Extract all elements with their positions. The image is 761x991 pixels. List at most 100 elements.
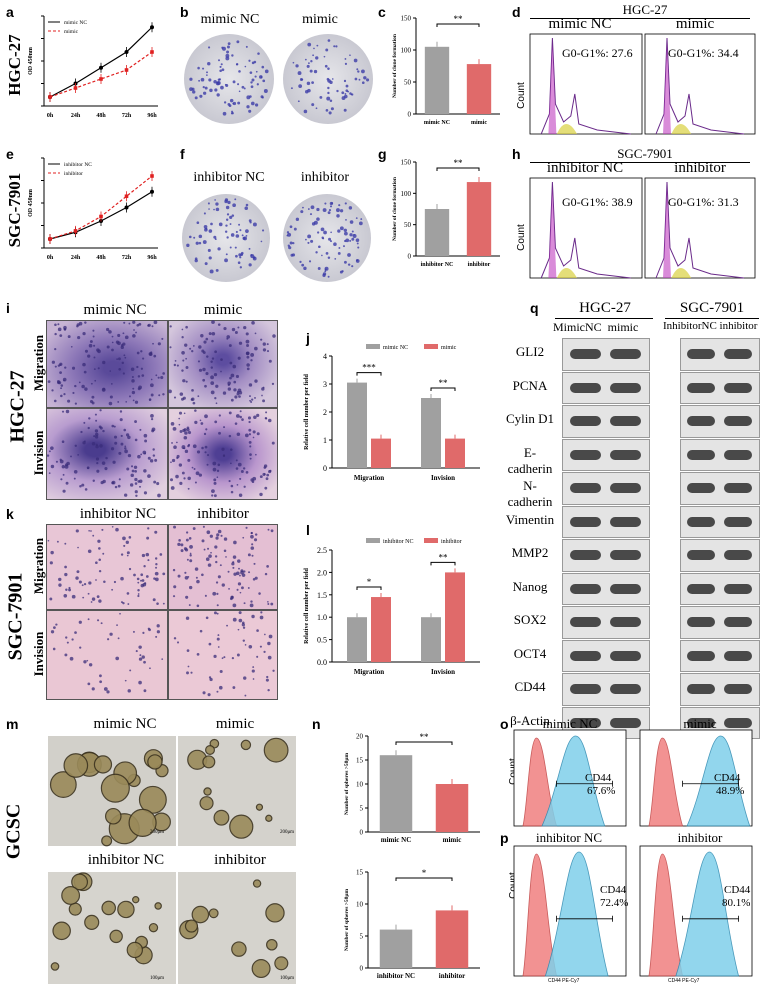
cell-dot: [124, 679, 127, 682]
cell-dot: [130, 465, 134, 468]
cell-dot: [215, 581, 219, 584]
cell-dot: [182, 359, 185, 362]
colony-dot: [224, 258, 228, 263]
cell-dot: [111, 424, 115, 428]
cell-dot: [122, 332, 125, 335]
colony-dot: [343, 108, 347, 112]
cell-dot: [98, 558, 101, 562]
cell-dot: [133, 329, 135, 331]
colony-dot: [295, 64, 299, 68]
y-tick-label: 0.5: [317, 636, 327, 645]
colony-dot: [349, 220, 354, 224]
colony-dot: [310, 205, 315, 210]
cell-dot: [84, 321, 87, 324]
cell-dot: [88, 417, 91, 420]
cell-dot: [139, 428, 142, 431]
cell-dot: [217, 575, 221, 579]
sphere: [100, 773, 130, 803]
sphere: [93, 755, 113, 774]
western-blot-strip: [680, 606, 760, 639]
cell-dot: [223, 426, 226, 429]
cell-dot: [84, 440, 86, 443]
cell-dot: [140, 579, 142, 582]
colony-dot: [198, 241, 202, 245]
cell-dot: [78, 620, 82, 624]
cell-dot: [57, 323, 60, 326]
cell-dot: [50, 464, 55, 469]
histogram-frame: [529, 33, 643, 135]
colony-dot: [363, 76, 367, 80]
cell-dot: [125, 401, 128, 403]
colony-dot: [220, 63, 223, 66]
cell-dot: [143, 660, 146, 664]
cell-dot: [123, 493, 128, 497]
cell-dot: [169, 346, 172, 349]
cell-dot: [183, 547, 188, 551]
colony-dot: [327, 211, 331, 215]
cell-dot: [46, 454, 50, 457]
cell-dot: [267, 641, 271, 646]
cell-dot: [192, 345, 195, 347]
western-lanes-left: MimicNC mimic: [553, 320, 639, 334]
flow-d-title-rule: [530, 18, 750, 19]
cell-dot: [119, 612, 121, 615]
cell-dot: [182, 428, 186, 433]
cell-dot: [64, 572, 68, 577]
cell-dot: [130, 367, 135, 372]
y-tick-label: 50: [404, 79, 412, 87]
colony-dot: [264, 69, 269, 74]
colony-dot: [322, 237, 325, 240]
colony-dot: [218, 222, 223, 227]
colony-dot: [239, 256, 242, 259]
cell-dot: [155, 374, 158, 377]
cell-dot: [234, 330, 238, 334]
cell-dot: [242, 467, 246, 470]
cell-dot: [223, 537, 228, 541]
colony-dot: [318, 245, 321, 249]
colony-dot: [323, 55, 326, 58]
chart-l: 0.0 0.5 1.0 1.5 2.0 2.5 Relative cell number p…: [304, 538, 480, 676]
cell-dot: [93, 344, 96, 347]
cell-dot: [187, 458, 191, 462]
cell-dot: [64, 366, 67, 369]
cell-dot: [107, 638, 110, 641]
western-blot-strip: [562, 539, 650, 572]
x-tick-label: 72h: [122, 255, 132, 261]
cell-dot: [207, 693, 211, 697]
cell-dot: [139, 654, 142, 657]
sphere: [231, 941, 247, 957]
cell-dot: [94, 413, 97, 416]
y-tick-label: 2.5: [317, 546, 327, 555]
colony-dot: [355, 238, 360, 242]
x-tick-label: 24h: [71, 255, 81, 261]
cell-dot: [119, 410, 123, 413]
cell-dot: [185, 538, 189, 542]
cell-dot: [237, 462, 242, 467]
western-band: [723, 449, 752, 460]
cell-dot: [185, 531, 189, 534]
colony-dot: [341, 96, 346, 100]
cell-dot: [208, 332, 212, 336]
cell-dot: [68, 586, 71, 590]
colony-dot: [345, 238, 350, 243]
flow-p-right-value: 80.1%: [722, 897, 751, 909]
cell-dot: [117, 333, 121, 338]
western-band: [569, 416, 601, 427]
cell-dot: [256, 655, 259, 658]
s-phase: [671, 268, 692, 278]
bar: [424, 46, 450, 114]
colony-dot: [309, 69, 313, 73]
cell-dot: [250, 401, 253, 403]
western-band: [687, 382, 716, 393]
x-tick-label: mimic: [443, 836, 462, 844]
colony-dot: [209, 88, 213, 93]
cell-dot: [213, 478, 217, 482]
cell-dot: [260, 338, 263, 341]
cell-dot: [99, 674, 102, 678]
colony-dot: [241, 85, 245, 89]
cell-dot: [250, 359, 253, 362]
cell-dot: [244, 433, 249, 438]
x-tick-label: inhibitor NC: [377, 972, 415, 980]
y-tick-label: 20: [356, 733, 364, 741]
western-band: [723, 717, 752, 728]
